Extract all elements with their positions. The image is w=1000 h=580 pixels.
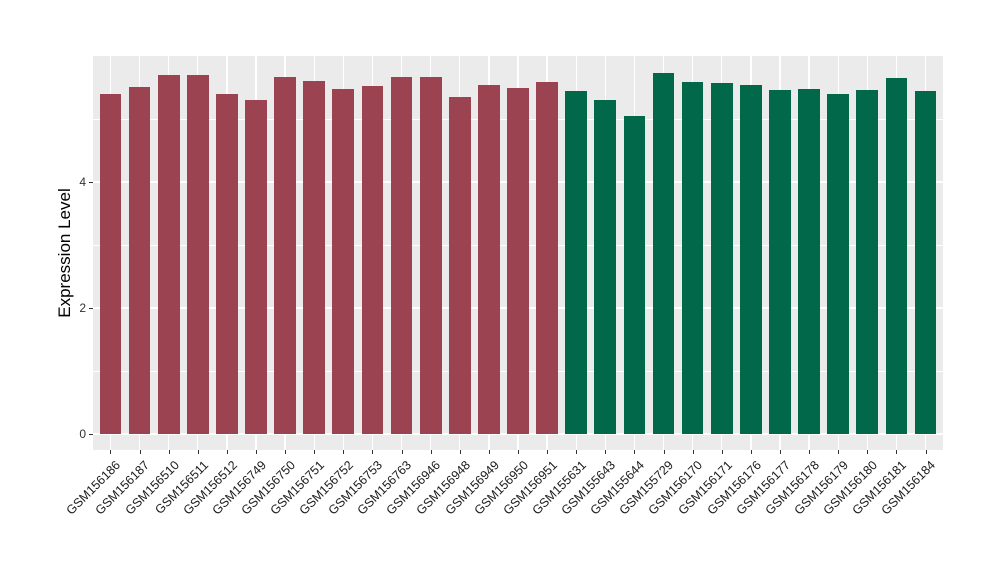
y-tick-label-2: 2 (79, 301, 86, 315)
y-tick-mark-2 (89, 308, 93, 309)
bar-GSM155643 (594, 100, 617, 434)
bar-GSM156511 (186, 74, 209, 434)
x-tick-mark-GSM156752 (343, 450, 345, 454)
x-tick-mark-GSM156948 (459, 450, 461, 454)
x-tick-mark-GSM156946 (430, 450, 432, 454)
bar-GSM156171 (710, 83, 733, 434)
x-tick-mark-GSM155631 (576, 450, 578, 454)
bar-GSM156510 (157, 74, 180, 434)
x-tick-mark-GSM156753 (372, 450, 374, 454)
x-tick-mark-GSM156179 (838, 450, 840, 454)
x-tick-mark-GSM155643 (605, 450, 607, 454)
x-tick-mark-GSM156181 (896, 450, 898, 454)
x-tick-mark-GSM156950 (518, 450, 519, 454)
x-tick-mark-GSM156750 (285, 450, 287, 454)
y-tick-mark-0 (89, 434, 93, 435)
bar-GSM155644 (623, 115, 646, 434)
x-tick-mark-GSM156749 (256, 450, 257, 454)
bar-GSM156186 (99, 93, 122, 434)
bar-GSM156946 (419, 77, 442, 434)
bar-GSM156170 (681, 81, 704, 434)
bar-GSM156179 (827, 93, 850, 434)
x-tick-mark-GSM156511 (197, 450, 199, 454)
x-tick-mark-GSM156177 (779, 450, 781, 454)
bar-GSM156949 (478, 84, 500, 434)
x-tick-mark-GSM156180 (867, 450, 869, 454)
bar-GSM156512 (216, 93, 238, 434)
x-tick-mark-GSM156751 (314, 450, 316, 454)
bar-GSM156751 (303, 80, 326, 434)
x-tick-mark-GSM156512 (226, 450, 228, 454)
bar-GSM156752 (332, 88, 355, 434)
bar-GSM156176 (740, 84, 762, 434)
x-tick-mark-GSM156763 (401, 450, 403, 454)
x-tick-mark-GSM156949 (488, 450, 490, 454)
bar-GSM156181 (885, 78, 908, 434)
bar-GSM156178 (798, 89, 820, 434)
bar-GSM156187 (128, 86, 151, 434)
x-tick-mark-GSM156178 (809, 450, 811, 454)
bar-GSM156184 (914, 90, 937, 434)
bar-GSM156753 (361, 86, 384, 434)
bar-GSM156948 (448, 96, 471, 434)
x-tick-mark-GSM156951 (547, 450, 549, 454)
y-tick-label-0: 0 (79, 427, 86, 441)
x-tick-mark-GSM156171 (721, 450, 723, 454)
bar-GSM156763 (390, 77, 413, 434)
x-tick-mark-GSM156187 (139, 450, 141, 454)
bar-GSM155729 (652, 73, 675, 434)
x-tick-mark-GSM156170 (692, 450, 694, 454)
bar-GSM155631 (565, 90, 588, 434)
bar-GSM156177 (769, 90, 791, 434)
bar-GSM156951 (536, 81, 558, 434)
bar-GSM156180 (856, 90, 879, 434)
bar-GSM156750 (274, 76, 296, 434)
y-tick-label-4: 4 (79, 175, 86, 189)
x-tick-mark-GSM156176 (750, 450, 752, 454)
y-axis-title: Expression Level (55, 188, 74, 318)
bar-GSM156950 (507, 88, 529, 434)
x-tick-mark-GSM156510 (168, 450, 170, 454)
y-tick-mark-4 (89, 182, 93, 183)
x-tick-mark-GSM156184 (925, 450, 927, 454)
bar-GSM156749 (245, 100, 267, 434)
x-tick-mark-GSM155644 (634, 450, 636, 454)
x-tick-mark-GSM156186 (110, 450, 112, 454)
x-tick-mark-GSM155729 (663, 450, 665, 454)
plot-panel (93, 56, 943, 450)
